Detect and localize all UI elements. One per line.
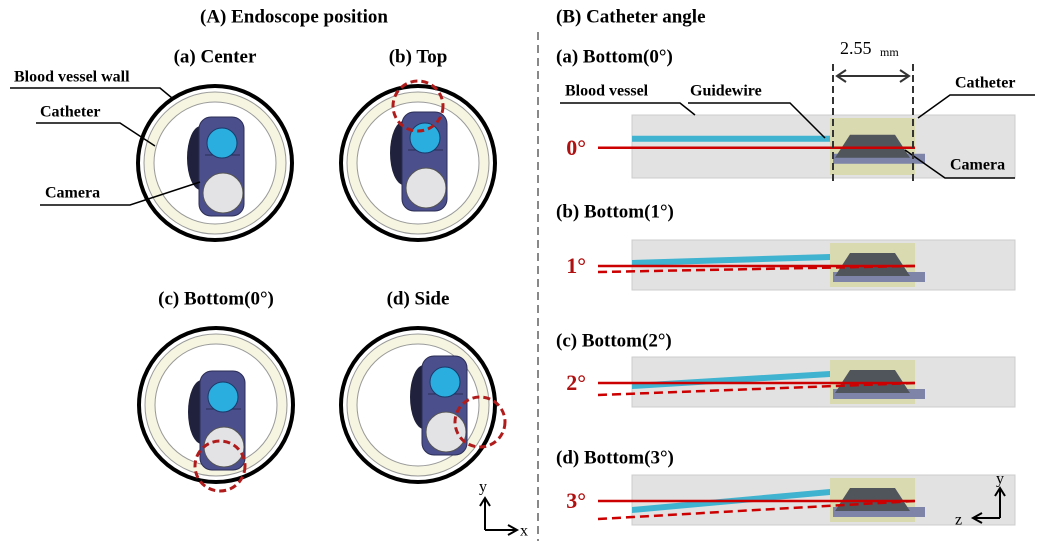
- axis-label: y: [479, 479, 487, 496]
- view-label: (b) Top: [389, 46, 448, 67]
- callout: Blood vessel wall: [14, 69, 130, 86]
- light: [406, 168, 446, 208]
- callout: Catheter: [955, 75, 1015, 92]
- dimension-value: 2.55: [840, 38, 872, 58]
- panel-a: (a) Center (b) Top (c) Bottom(0°) (d) Side: [138, 46, 505, 491]
- case-label: (c) Bottom(2°): [556, 330, 672, 351]
- panel-title: (A) Endoscope position: [200, 6, 388, 27]
- view-label: (a) Center: [174, 46, 257, 67]
- light: [203, 173, 243, 213]
- angle-label: 1°: [566, 253, 586, 278]
- angle-label: 0°: [566, 135, 586, 160]
- dimension-arrow: [837, 70, 909, 82]
- callout: Guidewire: [690, 83, 762, 100]
- light: [426, 412, 466, 452]
- case-label: (a) Bottom(0°): [556, 46, 673, 67]
- leader: [560, 103, 695, 115]
- figure: (A) Endoscope position (B) Catheter angl…: [0, 0, 1053, 541]
- axis-label: x: [520, 523, 528, 540]
- angle-label: 3°: [566, 488, 586, 513]
- camera-lens: [430, 367, 460, 397]
- view-label: (c) Bottom(0°): [158, 288, 274, 309]
- callout: Camera: [45, 185, 100, 202]
- view-label: (d) Side: [387, 288, 450, 309]
- leader: [10, 88, 172, 98]
- case-label: (b) Bottom(1°): [556, 201, 674, 222]
- dimension-unit: mm: [880, 45, 899, 59]
- camera-lens: [410, 123, 440, 153]
- axis-label: z: [955, 512, 962, 529]
- guidewire: [632, 136, 830, 142]
- callout: Blood vessel: [565, 83, 649, 100]
- panel-title: (B) Catheter angle: [556, 6, 706, 27]
- camera-lens: [207, 128, 237, 158]
- case-label: (d) Bottom(3°): [556, 447, 674, 468]
- panel-b: (a) Bottom(0°) 0° (b) Bottom(1°) 1° (c) Bott…: [556, 46, 1015, 525]
- camera-lens: [208, 382, 238, 412]
- axis-label: y: [996, 471, 1004, 488]
- callout: Catheter: [40, 104, 100, 121]
- axis-icon: [480, 498, 517, 535]
- callout: Camera: [950, 157, 1005, 174]
- leader: [36, 123, 155, 146]
- angle-label: 2°: [566, 370, 586, 395]
